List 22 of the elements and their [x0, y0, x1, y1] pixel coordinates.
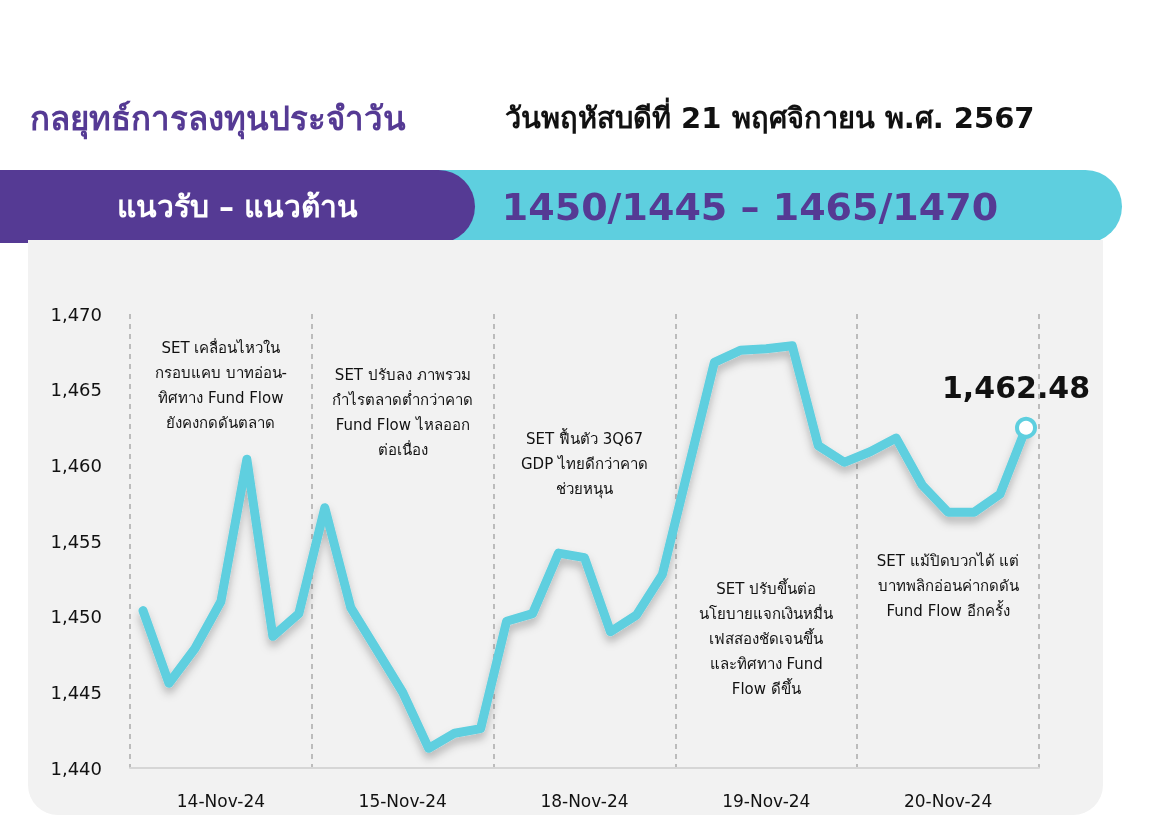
y-tick-label: 1,455: [50, 530, 102, 552]
y-tick-label: 1,470: [50, 303, 102, 325]
annotation: SET ปรับลง ภาพรวม กำไรตลาดต่ำกว่าคาด Fund Flow ไหลออก ต่อเนื่อง: [332, 365, 474, 459]
x-tick-label: 15-Nov-24: [358, 790, 447, 811]
y-tick-label: 1,445: [50, 681, 102, 703]
x-tick-label: 20-Nov-24: [903, 790, 993, 811]
annotation: SET ปรับขึ้นต่อ นโยบายแจกเงินหมื่น เฟสสองชัดเจนขึ้น และทิศทาง Fund Flow ดีขึ้น: [699, 577, 834, 698]
y-tick-label: 1,465: [50, 379, 102, 401]
chart-title: กลยุทธ์การลงทุนประจำวัน: [30, 98, 406, 142]
x-tick-label: 18-Nov-24: [540, 790, 629, 811]
y-tick-label: 1,440: [50, 757, 102, 779]
x-tick-label: 14-Nov-24: [176, 790, 266, 811]
chart-subtitle: วันพฤหัสบดีที่ 21 พฤศจิกายน พ.ศ. 2567: [505, 96, 1035, 137]
data-label: 1,462.48: [941, 370, 1091, 406]
annotation: SET เคลื่อนไหวใน กรอบแคบ บาทอ่อน- ทิศทาง Fund Flow ยังคงกดดันตลาด: [154, 336, 287, 432]
y-tick-label: 1,450: [50, 606, 102, 628]
annotation: SET ฟื้นตัว 3Q67 GDP ไทยดีกว่าคาด ช่วยหนุน: [521, 427, 648, 499]
text: 1450/1445 – 1465/1470: [500, 183, 1000, 231]
text: แนวรับ – แนวต้าน: [0, 170, 475, 243]
y-tick-label: 1,460: [50, 454, 102, 476]
annotation: SET แม้ปิดบวกได้ แต่ บาทพลิกอ่อนค่ากดดัน Fund Flow อีกครั้ง: [876, 551, 1020, 620]
x-tick-label: 19-Nov-24: [722, 790, 811, 811]
